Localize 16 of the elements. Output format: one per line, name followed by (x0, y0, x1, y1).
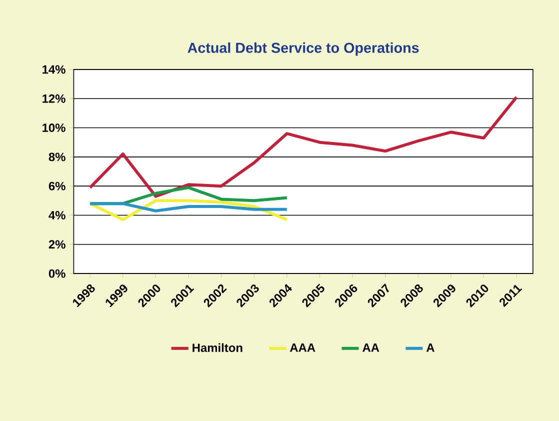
chart-title: Actual Debt Service to Operations (188, 42, 419, 56)
line-series (88, 199, 288, 222)
y-tick-label: 12% (42, 94, 66, 103)
line-series (88, 96, 518, 198)
y-tick-label: 8% (48, 152, 66, 162)
y-tick-label: 14% (42, 65, 66, 74)
y-tick-label: 2% (48, 240, 66, 249)
y-tick-label: 6% (48, 182, 66, 190)
legend-label: A (426, 343, 434, 352)
legend-label: AAA (290, 343, 316, 352)
y-tick-label: 0% (48, 269, 66, 278)
y-tick-label: 10% (42, 124, 66, 132)
legend-label: Hamilton (192, 343, 242, 352)
y-tick-label: 4% (48, 211, 66, 220)
line-series (88, 202, 288, 212)
legend-label: AA (362, 343, 380, 352)
